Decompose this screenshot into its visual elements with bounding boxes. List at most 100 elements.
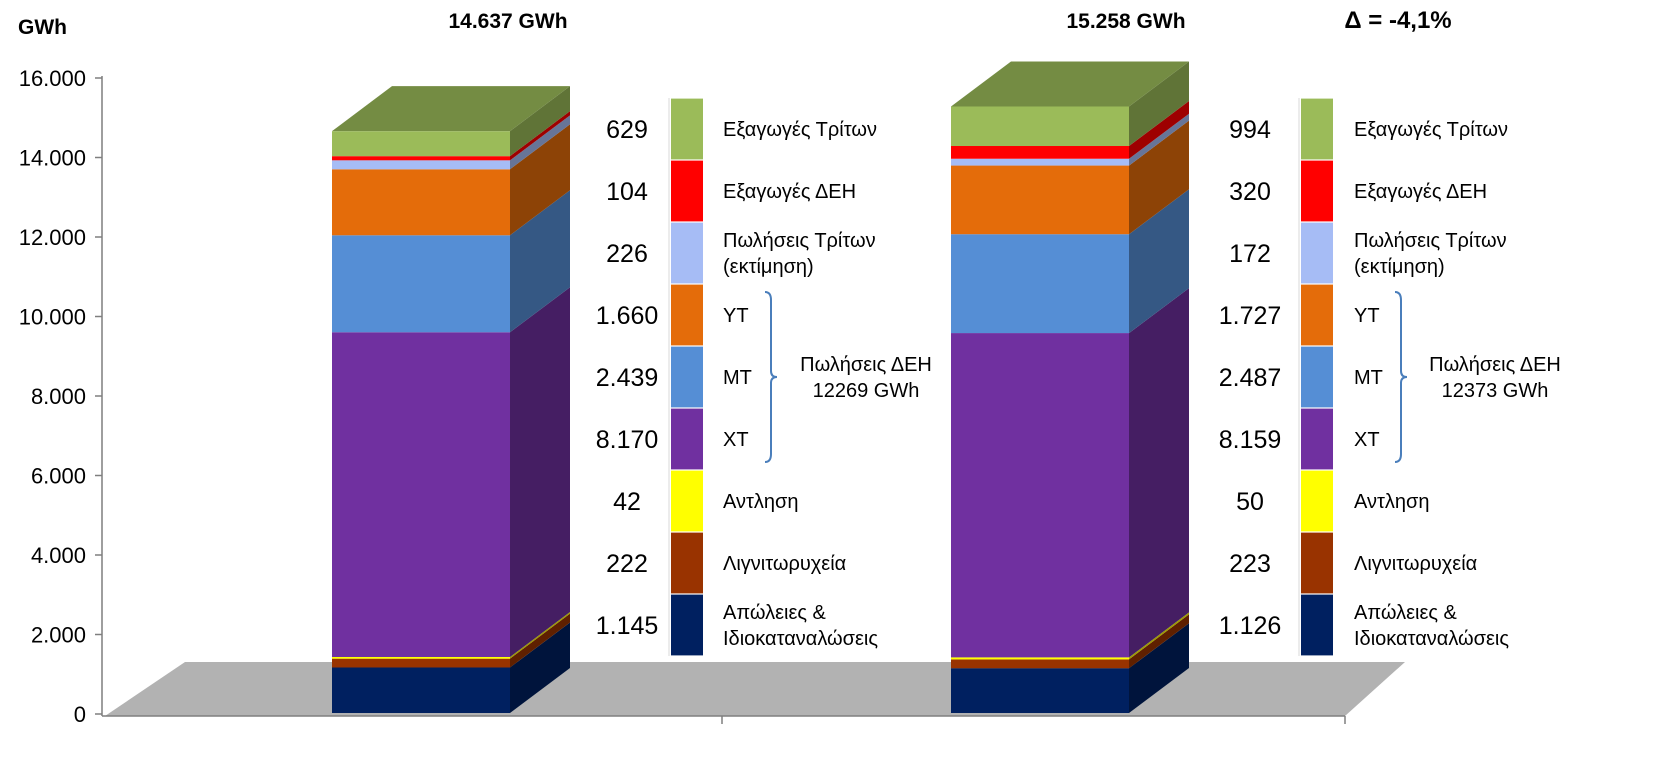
y-tick-label: 14.000 — [19, 146, 86, 171]
bar-top-face — [951, 61, 1189, 107]
value-label: 172 — [1229, 240, 1271, 268]
value-label: 1.145 — [596, 612, 659, 640]
bar-total-label: 14.637 GWh — [448, 10, 567, 33]
bar-segment-side — [510, 287, 570, 657]
legend-swatch — [1301, 594, 1333, 656]
legend-label: Αντληση — [1354, 491, 1429, 513]
bar-segment — [332, 658, 510, 668]
bars — [332, 61, 1189, 713]
y-tick-label: 4.000 — [31, 543, 86, 568]
bracket-label: Πωλήσεις ΔΕΗ — [800, 354, 932, 376]
legend-swatch — [1301, 346, 1333, 408]
value-label: 222 — [606, 550, 648, 578]
legend-swatch — [1301, 98, 1333, 160]
bar-1 — [332, 86, 570, 713]
value-label: 2.487 — [1219, 364, 1282, 392]
legend-label: Πωλήσεις Τρίτων — [1354, 230, 1507, 252]
legend-label: Λιγνιτωρυχεία — [723, 553, 846, 575]
y-tick-label: 0 — [74, 702, 86, 727]
legend-2: 1.126 Απώλειες & Ιδιοκαταναλώσεις 223 Λιγνιτ… — [1219, 98, 1561, 656]
delta-label: Δ = -4,1% — [1344, 7, 1451, 34]
y-tick-label: 10.000 — [19, 305, 86, 330]
value-label: 8.159 — [1219, 426, 1282, 454]
bar-segment — [332, 332, 510, 657]
legend-swatch — [671, 222, 703, 284]
bar-segment-side — [1129, 61, 1189, 147]
legend-swatch — [1301, 532, 1333, 594]
y-tick-label: 8.000 — [31, 384, 86, 409]
legend-label: ΥΤ — [1354, 305, 1380, 327]
bar-segment — [951, 657, 1129, 660]
legend-label: ΧΤ — [723, 429, 749, 451]
floor-plane — [105, 662, 1405, 716]
legend-label: (εκτίμηση) — [723, 256, 814, 278]
legend-label: Απώλειες & — [1354, 602, 1458, 624]
value-label: 320 — [1229, 178, 1271, 206]
bar-segment-side — [1129, 101, 1189, 159]
value-label: 223 — [1229, 550, 1271, 578]
bar-segment-side — [510, 111, 570, 161]
legend-label: (εκτίμηση) — [1354, 256, 1445, 278]
legend-swatch — [1301, 222, 1333, 284]
legend-swatch — [671, 408, 703, 470]
legend-swatch — [671, 594, 703, 656]
value-label: 1.126 — [1219, 612, 1282, 640]
bar-segment — [951, 146, 1129, 159]
legend-swatch — [671, 532, 703, 594]
bar-segment — [332, 656, 510, 659]
titles: GWh Δ = -4,1% 14.637 GWh 15.258 GWh — [18, 7, 1452, 39]
bar-segment — [332, 160, 510, 170]
legend-label: Εξαγωγές ΔΕΗ — [1354, 181, 1487, 203]
bar-segment-side — [510, 86, 570, 157]
bar-segment-side — [1129, 113, 1189, 166]
bar-segment-side — [510, 622, 570, 713]
value-label: 42 — [613, 488, 641, 516]
bar-segment — [332, 169, 510, 236]
bar-segment-side — [510, 190, 570, 333]
legend-swatch — [1301, 160, 1333, 222]
bracket-label: Πωλήσεις ΔΕΗ — [1429, 354, 1561, 376]
value-label: 629 — [606, 116, 648, 144]
bracket-total-label: 12269 GWh — [813, 380, 920, 402]
y-axis: 0 2.000 4.000 6.000 8.000 10.000 12.000 14.000 1… — [19, 66, 1346, 727]
bar-segment — [951, 106, 1129, 147]
legend-label: Απώλειες & — [723, 602, 827, 624]
bar-segment — [332, 156, 510, 161]
legend-label: ΜΤ — [1354, 367, 1383, 389]
legend-label: Εξαγωγές Τρίτων — [723, 119, 877, 141]
value-label: 1.660 — [596, 302, 659, 330]
legend-swatch — [671, 284, 703, 346]
legend-label: ΜΤ — [723, 367, 752, 389]
bar-segment — [951, 668, 1129, 713]
legend-swatch — [1301, 470, 1333, 532]
bar-top-face — [332, 86, 570, 132]
y-tick-label: 2.000 — [31, 623, 86, 648]
bracket — [1394, 291, 1408, 463]
bar-segment — [951, 165, 1129, 235]
legend-swatch — [671, 160, 703, 222]
bar-segment — [332, 235, 510, 333]
chart-floor — [105, 662, 1405, 716]
legend-label: Ιδιοκαταναλώσεις — [723, 628, 878, 650]
bar-segment — [332, 131, 510, 157]
legend-label: ΥΤ — [723, 305, 749, 327]
bar-segment-side — [1129, 623, 1189, 713]
bar-segment-side — [510, 124, 570, 236]
legend-label: Εξαγωγές Τρίτων — [1354, 119, 1508, 141]
legend-label: Αντληση — [723, 491, 798, 513]
legend-swatch — [1301, 408, 1333, 470]
bar-segment — [951, 333, 1129, 658]
legend-label: Πωλήσεις Τρίτων — [723, 230, 876, 252]
bar-segment-side — [1129, 120, 1189, 235]
value-label: 104 — [606, 178, 648, 206]
bar-segment — [951, 659, 1129, 669]
legend-label: Λιγνιτωρυχεία — [1354, 553, 1477, 575]
value-label: 226 — [606, 240, 648, 268]
value-label: 1.727 — [1219, 302, 1282, 330]
legends: 1.145 Απώλειες & Ιδιοκαταναλώσεις 222 Λιγνιτ… — [596, 98, 1561, 656]
bar-2 — [951, 61, 1189, 713]
bar-segment-side — [1129, 614, 1189, 669]
legend-swatch — [1301, 284, 1333, 346]
value-label: 50 — [1236, 488, 1264, 516]
